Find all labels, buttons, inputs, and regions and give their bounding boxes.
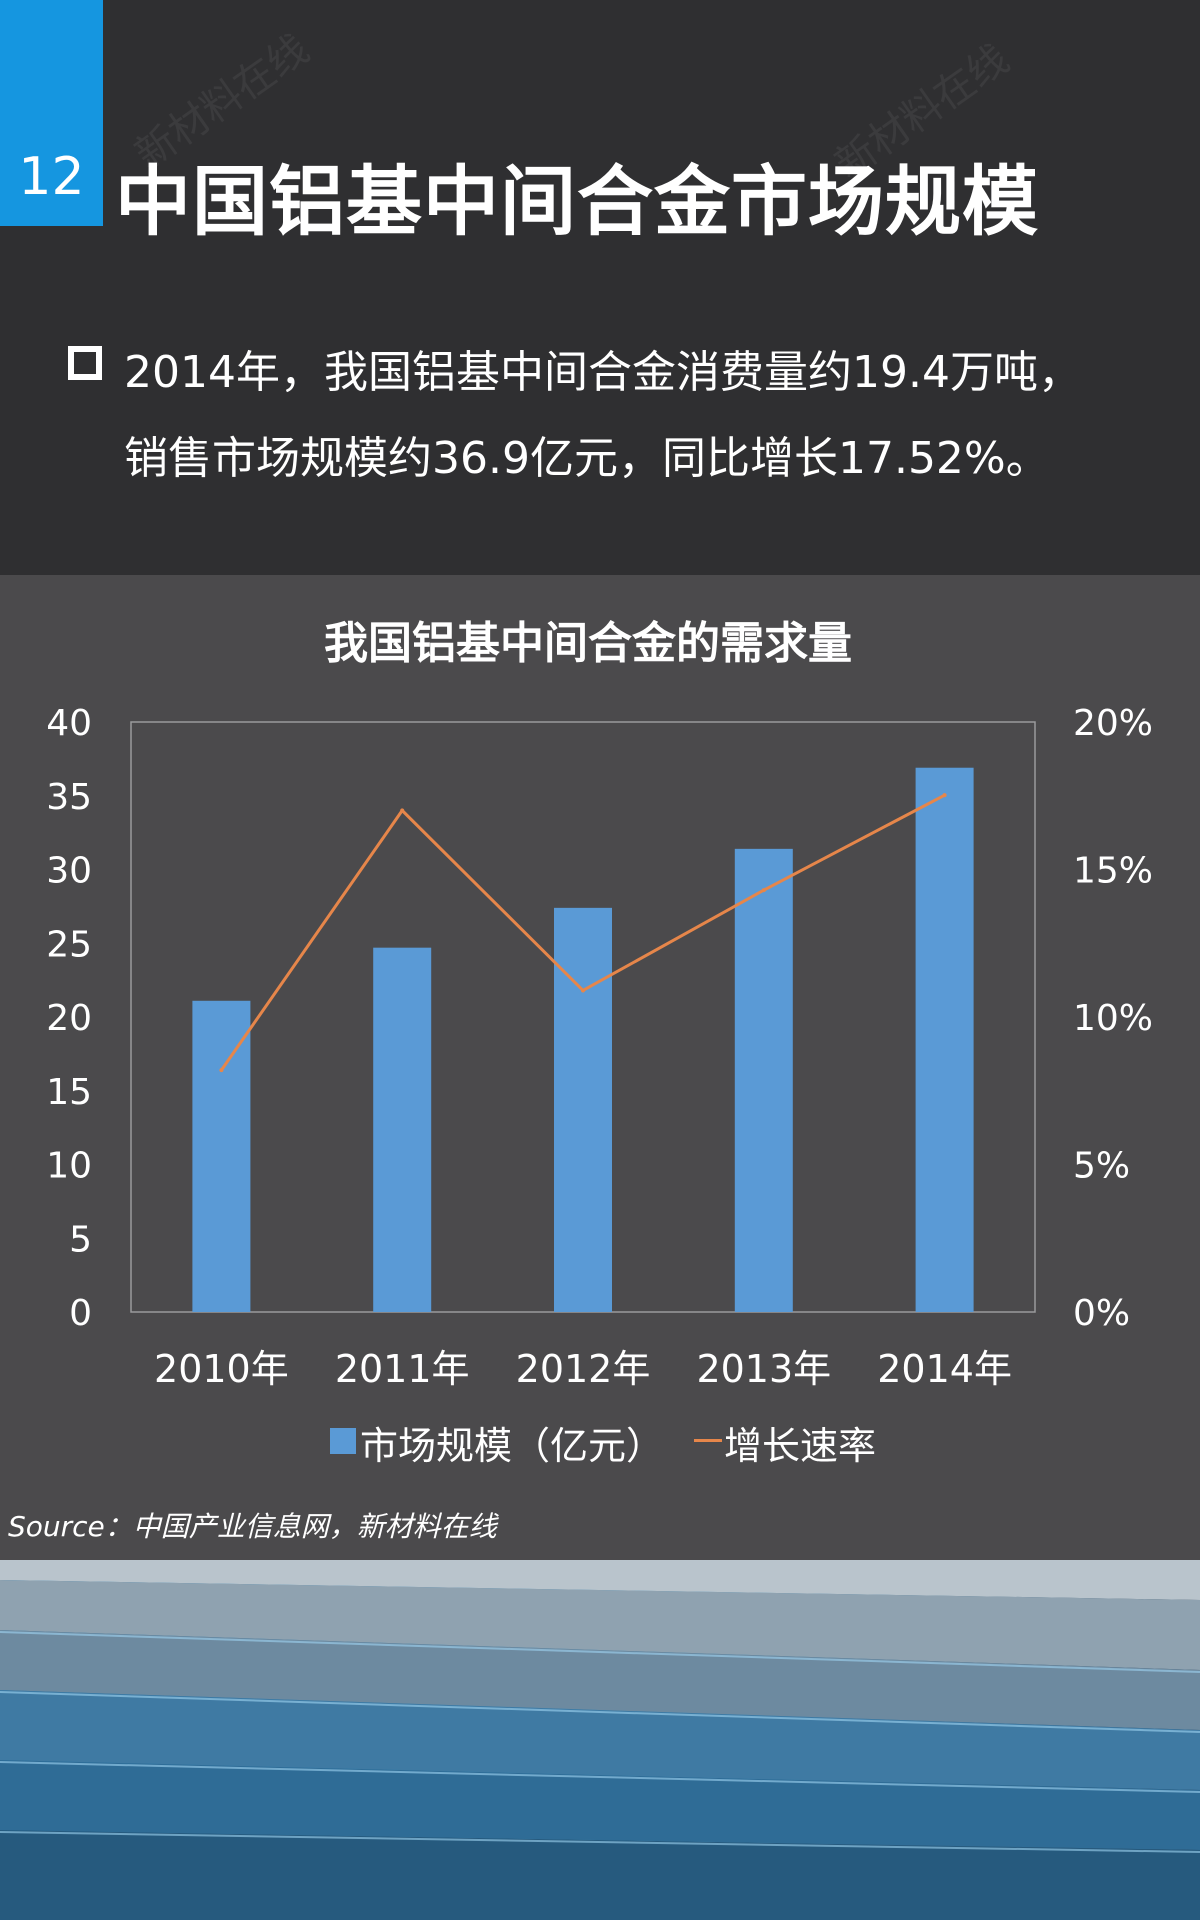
aluminum-sheets-illustration [0,1560,1200,1920]
y-right-tick-label: 5% [1073,1146,1130,1187]
y-left-tick-label: 10 [46,1146,92,1187]
x-tick-label: 2010年 [154,1347,289,1391]
growth-rate-point [942,793,947,798]
y-left-tick-label: 25 [46,924,92,965]
legend-bar-swatch [330,1428,356,1454]
aluminum-sheets-photo [0,1560,1200,1920]
bar-2012年 [554,907,612,1312]
chart-panel: 0 5 10 15 20 25 30 35 40 0% 5% 10% 15% 20% 2010年 2011年 2… [0,575,1200,1560]
bullet-text: 2014年，我国铝基中间合金消费量约19.4万吨，销售市场规模约36.9亿元，同… [124,347,1082,484]
header: 12 中国铝基中间合金市场规模 2014年，我国铝基中间合金消费量约19.4万吨… [0,0,1200,575]
y-left-tick-label: 0 [69,1293,92,1334]
source-note: Source：中国产业信息网，新材料在线 [8,1510,497,1543]
legend-label-bar: 市场规模（亿元） [360,1424,665,1468]
y-left-tick-label: 35 [46,777,92,818]
chart-legend: 市场规模（亿元） 增长速率 [0,1415,1200,1468]
x-tick-label: 2012年 [516,1347,651,1391]
bar-2011年 [373,947,432,1312]
y-left-tick-label: 30 [46,851,92,892]
legend-line-swatch [694,1439,722,1442]
growth-rate-point [581,988,585,993]
chart-title: 我国铝基中间合金的需求量 [324,618,852,669]
growth-rate-point [400,808,405,813]
bar-2010年 [192,1000,251,1312]
growth-rate-point [219,1068,224,1073]
x-tick-label: 2013年 [696,1347,831,1391]
page-title: 中国铝基中间合金市场规模 [115,157,1039,246]
bar-2013年 [734,848,793,1312]
chart: 0 5 10 15 20 25 30 35 40 0% 5% 10% 15% 20% 2010年 2011年 2… [46,703,1153,1391]
y-right-tick-label: 15% [1073,851,1153,892]
square-bullet-icon [68,346,102,380]
y-left-tick-label: 20 [46,998,92,1039]
section-number-badge: 12 [0,0,103,226]
y-right-tick-label: 20% [1073,703,1153,744]
y-left-tick-label: 5 [69,1219,92,1260]
y-right-tick-label: 0% [1073,1293,1130,1334]
bar-2014年 [915,767,974,1312]
y-left-tick-label: 40 [46,703,92,744]
section-number: 12 [18,147,85,207]
growth-rate-point [761,888,766,893]
legend-label-line: 增长速率 [724,1424,877,1468]
y-left-tick-label: 15 [46,1072,92,1113]
x-tick-label: 2014年 [877,1347,1012,1391]
x-tick-label: 2011年 [335,1347,470,1391]
y-right-tick-label: 10% [1073,998,1153,1039]
